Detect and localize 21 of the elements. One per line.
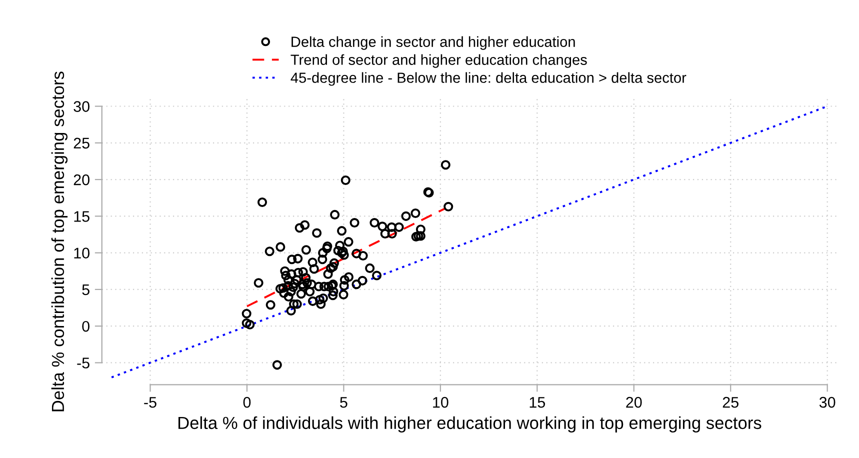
- y-tick-label: 30: [74, 101, 90, 112]
- x-tick-label: 0: [243, 396, 251, 408]
- x-tick-label: -5: [144, 397, 156, 408]
- y-tick-label: 10: [74, 248, 90, 258]
- y-axis-title: Delta % contribution of top emerging sectors: [51, 72, 68, 412]
- x-tick-label: 5: [340, 397, 348, 408]
- y-tick-label: 15: [74, 211, 90, 222]
- x-tick-label: 10: [433, 396, 448, 408]
- legend-label: 45-degree line - Below the line: delta education > delta sector: [290, 72, 686, 86]
- x-tick-label: 30: [819, 396, 836, 408]
- y-tick-label: 20: [74, 174, 90, 186]
- y-tick-label: 5: [82, 284, 90, 296]
- x-axis-title: Delta % of individuals with higher education working in top emerging sectors: [178, 416, 762, 433]
- x-tick-label: 20: [626, 396, 642, 408]
- legend-label: Delta change in sector and higher education: [292, 36, 575, 50]
- x-tick-label: 25: [722, 396, 738, 408]
- x-tick-label: 15: [530, 397, 546, 408]
- y-tick-label: 0: [82, 320, 90, 332]
- y-tick-label: 25: [74, 138, 90, 149]
- y-tick-label: -5: [77, 358, 90, 368]
- legend-label: Trend of sector and higher education changes: [290, 54, 587, 68]
